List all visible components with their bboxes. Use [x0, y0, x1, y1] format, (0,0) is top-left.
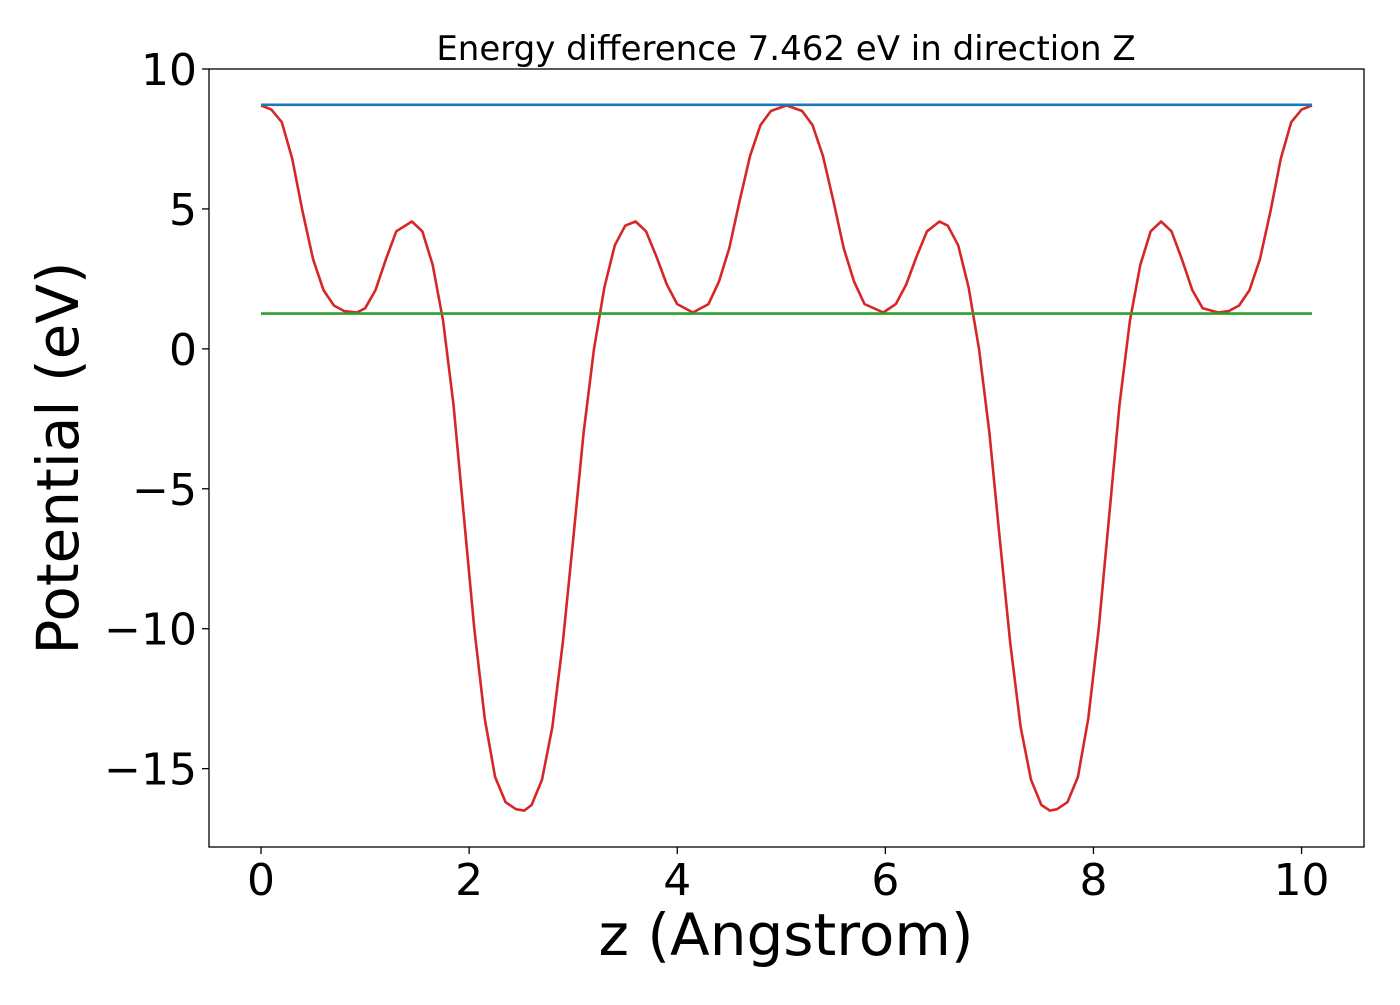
x-tick-label: 0	[247, 855, 275, 906]
x-tick-label: 6	[871, 855, 899, 906]
y-tick-label: −15	[104, 745, 197, 796]
series-line-0	[260, 104, 1313, 812]
y-tick-label: −5	[132, 465, 197, 516]
y-axis-label: Potential (eV)	[24, 261, 92, 654]
axis-ticks: 0 2 4 6 8 10 10 5 0 −5 −10 −15	[104, 45, 1329, 906]
plot-area	[260, 103, 1313, 812]
y-tick-label: 10	[141, 45, 197, 96]
chart-title: Energy difference 7.462 eV in direction …	[436, 29, 1135, 69]
x-tick-label: 8	[1079, 855, 1107, 906]
x-tick-label: 10	[1274, 855, 1330, 906]
x-tick-label: 2	[455, 855, 483, 906]
y-tick-label: 5	[169, 185, 197, 236]
x-axis-label: z (Angstrom)	[599, 901, 974, 969]
y-tick-label: 0	[169, 325, 197, 376]
y-tick-label: −10	[104, 605, 197, 656]
x-tick-label: 4	[663, 855, 691, 906]
plot-frame	[208, 68, 1365, 848]
